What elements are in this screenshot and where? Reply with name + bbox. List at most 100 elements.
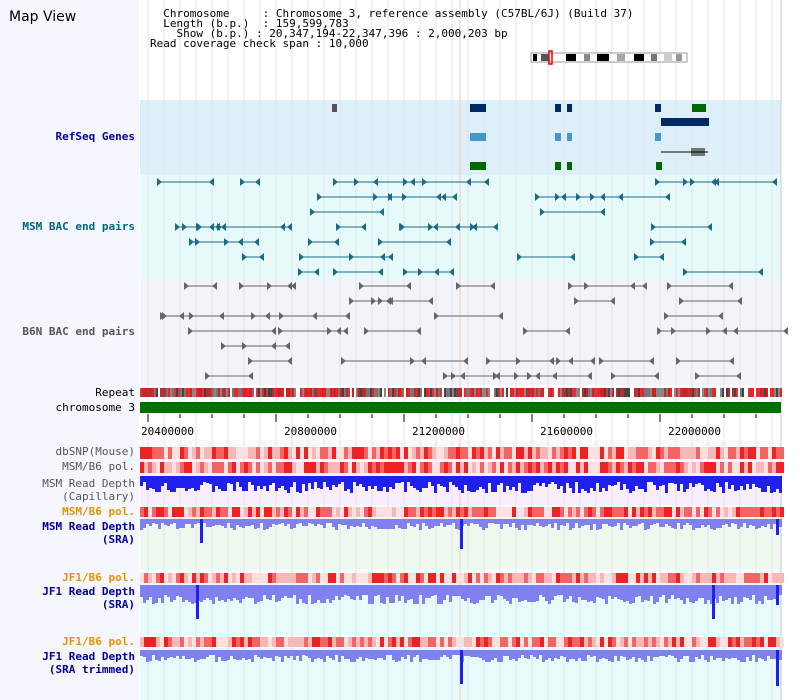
jf1-sra-depth-bar	[698, 585, 701, 598]
repeat-segment	[510, 388, 512, 397]
msm-capillary-depth-bar	[683, 476, 686, 492]
jf1-trimmed-depth-bar	[500, 650, 503, 662]
msm-capillary-depth-bar	[272, 476, 275, 483]
msm-capillary-depth-bar	[305, 476, 308, 491]
jf1-b6-pol-strip-2	[696, 637, 700, 647]
jf1-b6-pol-strip-2	[176, 637, 180, 647]
jf1-sra-depth-bar	[260, 585, 263, 601]
jf1-trimmed-depth-bar	[542, 650, 545, 662]
dbsnp-strip	[444, 447, 448, 459]
msm-bac-pair-end	[484, 178, 489, 186]
jf1-sra-depth-bar	[398, 585, 401, 601]
jf1-b6-pol-strip-2	[448, 637, 452, 647]
msm-capillary-depth-bar	[686, 476, 689, 489]
jf1-b6-pol-strip-2	[544, 637, 548, 647]
track-label-msm-bac[interactable]: MSM BAC end pairs	[22, 220, 135, 233]
repeat-segment	[396, 388, 398, 397]
msm-capillary-depth-bar	[722, 476, 725, 493]
jf1-trimmed-depth-bar	[752, 650, 755, 655]
repeat-segment	[628, 388, 630, 397]
msm-bac-pair-end	[441, 193, 446, 201]
refseq-gene-feature	[470, 133, 486, 141]
msm-bac-pair-end	[157, 178, 162, 186]
jf1-trimmed-depth-bar	[158, 650, 161, 661]
jf1-b6-pol-strip-2	[248, 637, 252, 647]
jf1-sra-depth-bar	[689, 585, 692, 602]
repeat-segment	[670, 388, 672, 397]
jf1-sra-depth-bar	[662, 585, 665, 595]
jf1-b6-pol-strip	[308, 573, 312, 583]
jf1-trimmed-depth-bar	[641, 650, 644, 660]
jf1-b6-pol-strip	[296, 573, 300, 583]
jf1-trimmed-depth-bar	[749, 650, 752, 661]
jf1-sra-depth-bar	[422, 585, 425, 604]
jf1-b6-pol-strip-2	[708, 637, 712, 647]
jf1-sra-depth-bar	[605, 585, 608, 604]
repeat-segment	[248, 388, 250, 397]
dbsnp-strip	[352, 447, 356, 459]
msm-sra-depth-bar	[698, 519, 701, 528]
msm-b6-pol-strip-2	[576, 507, 580, 517]
repeat-segment	[320, 388, 322, 397]
jf1-b6-pol-strip	[156, 573, 160, 583]
msm-b6-pol-strip-2	[616, 507, 620, 517]
jf1-trimmed-depth-bar	[737, 650, 740, 660]
msm-b6-pol-strip-2	[588, 507, 592, 517]
msm-b6-pol-strip	[644, 462, 648, 473]
jf1-trimmed-depth-bar-spike	[776, 650, 779, 686]
msm-b6-pol-strip-2	[592, 507, 596, 517]
jf1-b6-pol-strip	[200, 573, 204, 583]
jf1-sra-depth-bar	[188, 585, 191, 602]
msm-capillary-depth-bar	[470, 476, 473, 492]
repeat-segment	[282, 388, 284, 397]
jf1-b6-pol-strip-2	[724, 637, 728, 647]
repeat-segment	[620, 388, 622, 397]
dbsnp-strip	[484, 447, 488, 459]
msm-capillary-depth-bar	[266, 476, 269, 491]
jf1-sra-depth-bar-spike	[712, 585, 715, 619]
jf1-sra-depth-bar	[719, 585, 722, 596]
msm-capillary-depth-bar	[629, 476, 632, 493]
msm-sra-depth-bar	[431, 519, 434, 528]
jf1-b6-pol-strip	[284, 573, 288, 583]
b6n-bac-pair-end	[336, 327, 341, 335]
jf1-b6-pol-strip-2	[720, 637, 724, 647]
track-label-refseq[interactable]: RefSeq Genes	[55, 130, 135, 143]
dbsnp-strip	[716, 447, 720, 459]
jf1-sra-depth-bar	[158, 585, 161, 598]
jf1-trimmed-depth-bar	[614, 650, 617, 656]
jf1-b6-pol-strip-2	[212, 637, 216, 647]
repeat-segment	[738, 388, 740, 397]
track-label-b6n-bac[interactable]: B6N BAC end pairs	[22, 325, 135, 338]
msm-b6-pol-strip	[180, 462, 184, 473]
msm-sra-depth-bar	[176, 519, 179, 529]
jf1-b6-pol-strip	[332, 573, 336, 583]
msm-sra-depth-bar	[683, 519, 686, 525]
msm-b6-pol-strip-2	[244, 507, 248, 517]
msm-capillary-depth-bar	[500, 476, 503, 483]
jf1-trimmed-depth-bar	[353, 650, 356, 662]
msm-capillary-depth-bar	[428, 476, 431, 482]
jf1-b6-pol-strip-2	[360, 637, 364, 647]
dbsnp-strip	[476, 447, 480, 459]
repeat-segment	[632, 388, 634, 397]
msm-sra-depth-bar	[584, 519, 587, 525]
repeat-segment	[554, 388, 556, 397]
msm-b6-pol-strip-2	[728, 507, 732, 517]
msm-b6-pol-strip-2	[452, 507, 456, 517]
msm-sra-depth-bar-spike	[460, 519, 463, 549]
msm-capillary-depth-bar	[605, 476, 608, 491]
msm-b6-pol-strip	[348, 462, 352, 473]
msm-b6-pol-strip-2	[460, 507, 464, 517]
repeat-segment	[750, 388, 752, 397]
repeat-segment	[240, 388, 242, 397]
b6n-bac-pair-end	[737, 297, 742, 305]
repeat-segment	[644, 388, 646, 397]
msm-capillary-depth-bar	[779, 476, 782, 493]
jf1-sra-depth-bar-spike	[196, 585, 199, 619]
msm-capillary-depth-bar	[419, 476, 422, 492]
jf1-b6-pol-strip-2	[560, 637, 564, 647]
jf1-sra-depth-bar	[194, 585, 197, 603]
dbsnp-strip	[548, 447, 552, 459]
